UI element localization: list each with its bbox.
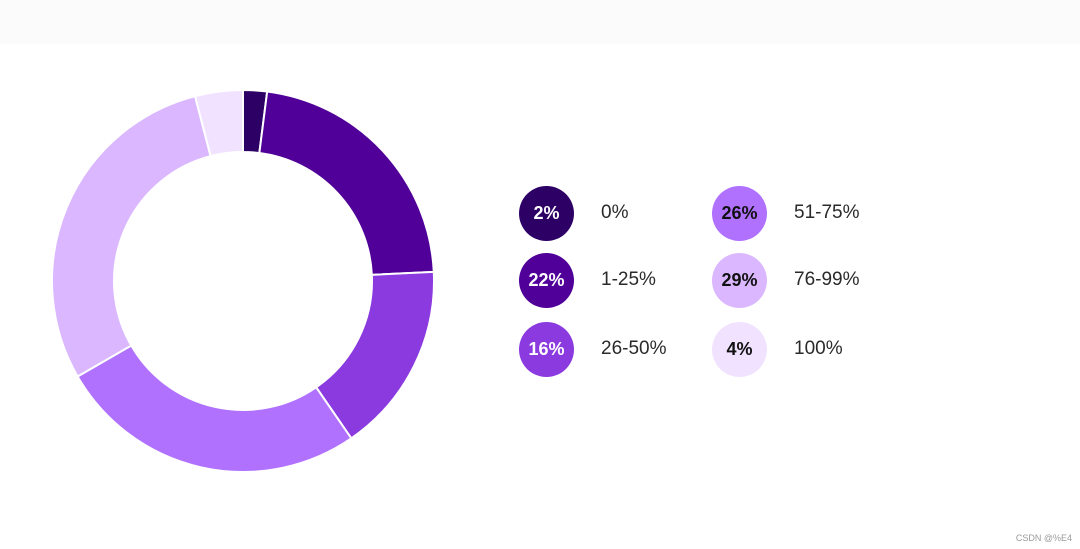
legend-badge-2: 16% <box>519 321 574 377</box>
donut-slice-5 <box>193 88 244 158</box>
legend-label-3: 51-75% <box>794 202 860 223</box>
legend-item-3: 26% 51-75% <box>712 185 860 241</box>
watermark: CSDN @%E4 <box>1015 533 1072 543</box>
donut-slice-1 <box>258 90 435 276</box>
legend-badge-0: 2% <box>519 185 574 241</box>
legend-badge-3: 26% <box>712 185 767 241</box>
legend-item-2: 16% 26-50% <box>519 321 667 377</box>
legend-badge-4: 29% <box>712 252 767 308</box>
legend-item-0: 2% 0% <box>519 185 628 241</box>
legend-label-2: 26-50% <box>601 338 667 359</box>
donut-slice-4 <box>51 94 212 378</box>
legend-label-5: 100% <box>794 338 843 359</box>
legend-label-0: 0% <box>601 202 629 223</box>
legend-badge-1: 22% <box>519 252 574 308</box>
legend-item-5: 4% 100% <box>712 321 843 377</box>
top-band <box>0 0 1080 44</box>
legend-label-4: 76-99% <box>794 269 860 290</box>
legend-item-4: 29% 76-99% <box>712 252 860 308</box>
legend-badge-5: 4% <box>712 321 767 377</box>
donut-slice-3 <box>76 344 353 473</box>
legend-item-1: 22% 1-25% <box>519 252 656 308</box>
chart-legend: 2% 0% 22% 1-25% 16% 26-50% 26% 51-75% 29… <box>519 185 919 385</box>
legend-label-1: 1-25% <box>601 269 656 290</box>
